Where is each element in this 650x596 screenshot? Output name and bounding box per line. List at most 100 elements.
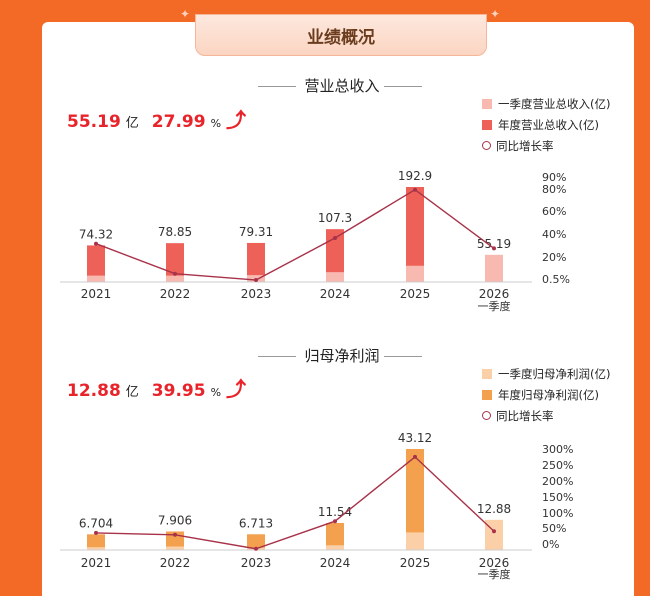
profit-section-title: 归母净利润: [304, 347, 380, 365]
category-label: 2024: [320, 556, 351, 570]
category-label: 2023: [241, 287, 272, 301]
category-label: 2022: [160, 287, 191, 301]
legend-item: 年度营业总收入(亿): [482, 114, 610, 135]
growth-point: [254, 278, 258, 282]
data-label: 79.31: [239, 225, 273, 239]
legend-label: 同比增长率: [496, 408, 554, 423]
legend-swatch: [482, 98, 492, 109]
header-tab: 业绩概况: [195, 14, 487, 56]
growth-point: [94, 241, 98, 246]
legend-swatch: [482, 119, 492, 130]
right-axis-tick: 200%: [542, 475, 573, 488]
profit-legend: 一季度归母净利润(亿) 年度归母净利润(亿) 同比增长率: [482, 363, 610, 426]
revenue-stat-value: 55.19: [67, 112, 121, 132]
quarter-bar: [406, 532, 424, 550]
category-label: 2021: [81, 287, 112, 301]
profit-stat-unit: 亿: [125, 385, 139, 400]
right-axis-tick: 100%: [542, 507, 573, 520]
category-label: 2024: [320, 287, 351, 301]
annual-bar: [87, 534, 105, 550]
annual-bar: [247, 242, 265, 282]
category-label: 2023: [241, 556, 272, 570]
annual-bar: [326, 522, 344, 550]
growth-point: [413, 187, 417, 192]
legend-label: 年度营业总收入(亿): [498, 117, 599, 132]
right-axis-tick: 50%: [542, 522, 566, 535]
revenue-growth-value: 27.99: [151, 112, 206, 132]
data-label: 107.3: [318, 211, 352, 225]
category-label: 2025: [400, 556, 431, 570]
section-divider-right: [384, 86, 422, 87]
legend-item: 同比增长率: [482, 135, 610, 156]
growth-point: [333, 519, 337, 524]
category-label: 2022: [160, 556, 191, 570]
profit-stat-value: 12.88: [67, 381, 121, 401]
data-label: 6.713: [239, 516, 273, 530]
quarter-bar: [485, 254, 503, 282]
section-divider-right: [384, 356, 422, 357]
right-axis-tick: 80%: [542, 183, 566, 196]
quarter-bar: [87, 547, 105, 550]
data-label: 7.906: [158, 513, 192, 527]
section-divider-left: [258, 86, 296, 87]
legend-item: 一季度营业总收入(亿): [482, 93, 610, 114]
right-axis-tick: 60%: [542, 205, 566, 218]
annual-bar: [406, 449, 424, 550]
right-axis-tick: 0%: [542, 538, 559, 551]
up-arrow-icon: ⤴: [226, 108, 247, 132]
profit-growth-value: 39.95: [151, 381, 206, 401]
legend-label: 年度归母净利润(亿): [498, 387, 599, 402]
star-icon: ✦: [180, 7, 190, 21]
growth-point: [492, 529, 496, 534]
growth-line: [95, 455, 495, 550]
legend-item: 年度归母净利润(亿): [482, 384, 610, 405]
growth-point: [254, 546, 258, 551]
category-label: 2021: [81, 556, 112, 570]
header-title: 业绩概况: [307, 27, 375, 48]
legend-label: 一季度归母净利润(亿): [498, 366, 611, 381]
revenue-section-title: 营业总收入: [304, 77, 380, 95]
right-axis-tick: 150%: [542, 491, 573, 504]
quarter-bar: [485, 519, 503, 550]
growth-point: [94, 530, 98, 535]
category-label: 2025: [400, 287, 431, 301]
revenue-stat-unit: 亿: [125, 116, 139, 131]
data-label: 74.32: [79, 227, 113, 241]
performance-panel: [42, 22, 634, 596]
data-label: 12.88: [477, 502, 511, 516]
right-axis-tick: 0.5%: [542, 273, 570, 286]
quarter-bar: [406, 265, 424, 282]
profit-growth-unit: %: [210, 386, 222, 399]
data-label: 6.704: [79, 516, 113, 530]
legend-item: 同比增长率: [482, 405, 610, 426]
legend-circle-icon: [482, 411, 491, 420]
legend-circle-icon: [482, 141, 491, 150]
quarter-bar: [326, 272, 344, 282]
growth-point: [173, 271, 177, 276]
up-arrow-icon: ⤴: [226, 377, 247, 401]
right-axis-tick: 90%: [542, 171, 566, 184]
legend-item: 一季度归母净利润(亿): [482, 363, 610, 384]
growth-line: [95, 188, 495, 281]
right-axis-tick: 40%: [542, 228, 566, 241]
right-axis-tick: 300%: [542, 443, 573, 456]
star-icon: ✦: [490, 7, 500, 21]
legend-swatch: [482, 368, 492, 379]
legend-label: 一季度营业总收入(亿): [498, 96, 611, 111]
data-label: 78.85: [158, 225, 192, 239]
quarter-bar: [326, 545, 344, 550]
quarter-bar: [87, 275, 105, 282]
data-label: 43.12: [398, 431, 432, 445]
legend-swatch: [482, 389, 492, 400]
data-label: 55.19: [477, 237, 511, 251]
growth-point: [333, 236, 337, 240]
category-label: 2026: [479, 287, 510, 301]
category-sublabel: 一季度: [478, 299, 511, 313]
annual-bar: [326, 229, 344, 282]
revenue-growth-unit: %: [210, 117, 222, 130]
category-label: 2026: [479, 556, 510, 570]
growth-point: [413, 454, 417, 459]
right-axis-tick: 20%: [542, 251, 566, 264]
legend-label: 同比增长率: [496, 138, 554, 153]
